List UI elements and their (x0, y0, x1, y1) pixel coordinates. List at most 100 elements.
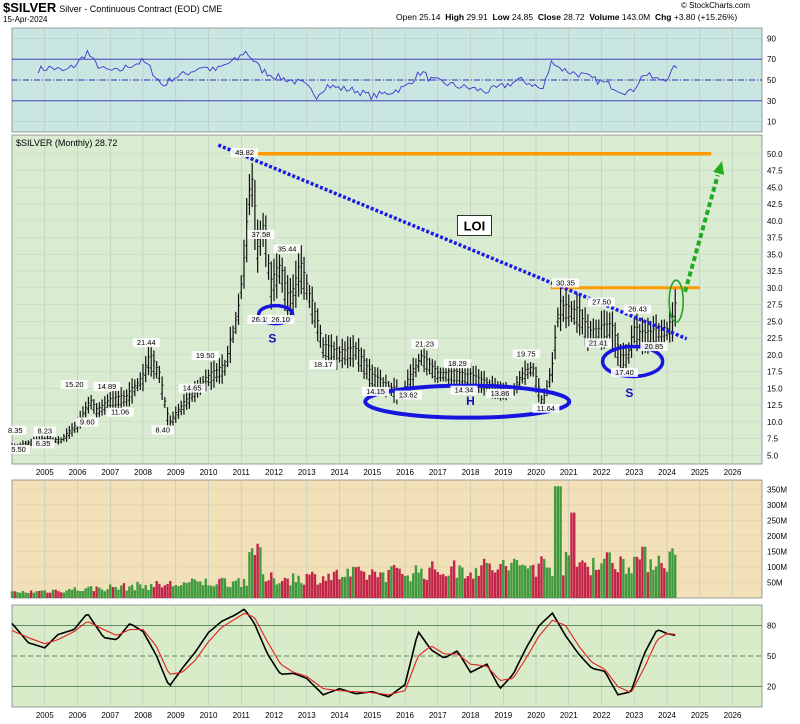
volume-bar (433, 569, 437, 598)
volume-bar (523, 565, 527, 598)
volume-bar (261, 574, 265, 598)
price-tick-label: 20.0 (767, 351, 783, 360)
volume-bar (291, 573, 295, 598)
year-label-bottom: 2026 (724, 711, 742, 720)
year-label: 2022 (593, 468, 611, 477)
price-label-bg (450, 385, 478, 395)
breakout-ellipse (668, 279, 684, 323)
volume-bar (338, 579, 341, 598)
volume-bar (297, 575, 300, 598)
volume-bar (335, 569, 338, 598)
year-label: 2018 (462, 468, 480, 477)
volume-bar (242, 579, 246, 598)
price-label: 35.44 (278, 244, 297, 253)
volume-bar (245, 585, 248, 598)
price-label-bg (4, 425, 27, 435)
volume-bar (485, 562, 489, 598)
rsi-tick-label: 90 (767, 34, 776, 43)
volume-bar (496, 569, 500, 598)
volume-bar (144, 585, 147, 598)
high-label: High (445, 12, 465, 22)
volume-bar (510, 562, 513, 598)
close-value: 28.72 (563, 12, 585, 22)
volume-bar (289, 585, 292, 598)
price-tick-label: 32.5 (767, 267, 783, 276)
volume-bar (570, 512, 573, 598)
volume-bar (166, 583, 169, 598)
volume-bar (237, 578, 240, 598)
volume-bar (436, 572, 439, 598)
volume-bar (111, 587, 115, 598)
volume-bar (507, 570, 510, 598)
price-label: 14.15 (366, 387, 385, 396)
year-label: 2016 (396, 468, 414, 477)
high-value: 29.91 (466, 12, 488, 22)
price-tick-label: 10.0 (767, 418, 783, 427)
price-label: 20.85 (645, 342, 664, 351)
stoch-tick-label: 20 (767, 683, 776, 692)
stoch-tick-label: 50 (767, 652, 776, 661)
volume-bar (300, 583, 303, 598)
year-label-bottom: 2020 (527, 711, 545, 720)
volume-tick-label: 250M (767, 516, 787, 525)
volume-bar (559, 486, 562, 598)
volume-bar (521, 564, 524, 598)
year-label: 2021 (560, 468, 578, 477)
volume-bar (231, 581, 235, 598)
volume-bar (294, 582, 298, 598)
volume-bar (603, 558, 606, 598)
right-shoulder-label: S (625, 386, 633, 400)
volume-bar (502, 559, 505, 598)
volume-bar (592, 557, 595, 598)
year-label-bottom: 2015 (363, 711, 381, 720)
price-label: 30.35 (556, 278, 575, 287)
volume-bar (567, 555, 570, 598)
volume-bar (18, 592, 22, 598)
volume-bar (534, 576, 538, 598)
volume-bar (381, 572, 385, 598)
volume-bar (87, 586, 90, 598)
volume-bar (401, 573, 404, 598)
year-label: 2014 (331, 468, 349, 477)
volume-bar (70, 589, 74, 598)
price-label-bg (443, 359, 471, 369)
loi-label-box (457, 215, 492, 236)
volume-bar (275, 584, 278, 598)
price-panel-title: $SILVER (Monthly) 28.72 (16, 138, 117, 148)
volume-bar (215, 584, 218, 598)
volume-bar (155, 580, 158, 598)
volume-tick-label: 150M (767, 547, 787, 556)
volume-bar (652, 569, 655, 598)
year-label: 2026 (724, 468, 742, 477)
price-label-bg (394, 390, 422, 400)
volume-bar (573, 512, 576, 598)
volume-bar (412, 573, 415, 598)
volume-bar (439, 574, 442, 598)
volume-bar (229, 586, 232, 598)
volume-bar (351, 566, 355, 598)
price-label: 8.35 (8, 426, 23, 435)
volume-bar (147, 589, 150, 598)
volume-bar (24, 592, 27, 598)
volume-bar (259, 547, 262, 598)
volume-bar (201, 585, 205, 598)
year-label-bottom: 2013 (298, 711, 316, 720)
volume-bar (98, 587, 101, 598)
price-tick-label: 30.0 (767, 284, 783, 293)
volume-bar (387, 569, 390, 598)
volume-bar (272, 578, 276, 598)
volume-bar (76, 590, 79, 598)
volume-bar (463, 578, 467, 598)
volume-bar (349, 576, 352, 598)
year-label: 2007 (101, 468, 119, 477)
year-label: 2015 (363, 468, 381, 477)
volume-bar (420, 568, 423, 598)
volume-bar (114, 586, 117, 598)
volume-bar (395, 567, 399, 598)
volume-bar (256, 543, 259, 598)
volume-bar (223, 578, 227, 598)
volume-bar (283, 577, 287, 598)
price-label-bg (267, 314, 295, 324)
volume-bar (583, 562, 587, 598)
price-label: 26.10 (271, 315, 290, 324)
